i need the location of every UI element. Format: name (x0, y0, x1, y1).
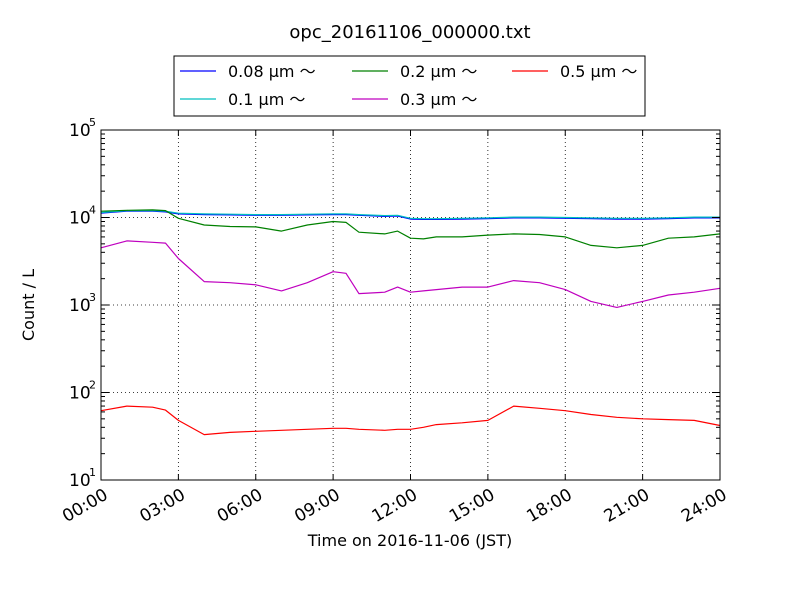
series-line-4 (100, 240, 721, 308)
x-tick-label: 06:00 (214, 485, 266, 527)
legend-label-series-2: 0.1 μm ～ (228, 90, 305, 109)
x-tick-label: 21:00 (601, 485, 653, 527)
x-tick-label: 03:00 (136, 485, 188, 527)
x-tick-label: 24:00 (678, 485, 730, 527)
x-tick-label: 12:00 (369, 485, 421, 527)
legend-label-series-4: 0.3 μm ～ (400, 90, 477, 109)
y-tick-label: 101 (69, 466, 96, 491)
legend-label-series-1: 0.08 μm ～ (228, 62, 316, 81)
y-tick-label-base: 10 (69, 384, 91, 404)
y-tick-label-exponent: 1 (89, 466, 96, 479)
legend-label-series-3: 0.2 μm ～ (400, 62, 477, 81)
series-line-5 (100, 405, 721, 436)
x-tick-label: 00:00 (59, 485, 111, 527)
y-tick-label-base: 10 (69, 296, 91, 316)
y-tick-label-exponent: 4 (89, 204, 96, 217)
x-tick-label: 18:00 (523, 485, 575, 527)
legend-label-series-5: 0.5 μm ～ (560, 62, 637, 81)
y-tick-label-exponent: 5 (89, 116, 96, 129)
x-tick-label: 09:00 (291, 485, 343, 527)
legend: 0.08 μm ～ 0.1 μm ～ 0.2 μm ～ 0.3 μm ～ 0.5… (173, 55, 646, 117)
plot-series (100, 209, 721, 436)
y-tick-label: 103 (69, 291, 96, 316)
x-tick-label: 15:00 (446, 485, 498, 527)
y-tick-label-base: 10 (69, 209, 91, 229)
y-tick-label: 105 (69, 116, 96, 141)
series-line-1 (100, 210, 720, 220)
y-tick-label-base: 10 (69, 471, 91, 491)
x-axis-label: Time on 2016-11-06 (JST) (307, 531, 512, 550)
series-line-3 (100, 209, 721, 249)
y-tick-label-base: 10 (69, 121, 91, 141)
axis-ticks (100, 129, 721, 481)
y-axis-label: Count / L (19, 269, 38, 341)
legend-box (173, 55, 646, 117)
series-line-2 (100, 210, 720, 220)
y-tick-label-exponent: 3 (89, 291, 96, 304)
y-tick-label: 104 (69, 204, 96, 229)
y-tick-label-exponent: 2 (89, 379, 96, 392)
chart-title: opc_20161106_000000.txt (289, 22, 530, 43)
tick-labels: 00:00 03:00 06:00 09:00 12:00 15:00 18:00 21:00… (59, 116, 730, 527)
y-tick-label: 102 (69, 379, 96, 404)
